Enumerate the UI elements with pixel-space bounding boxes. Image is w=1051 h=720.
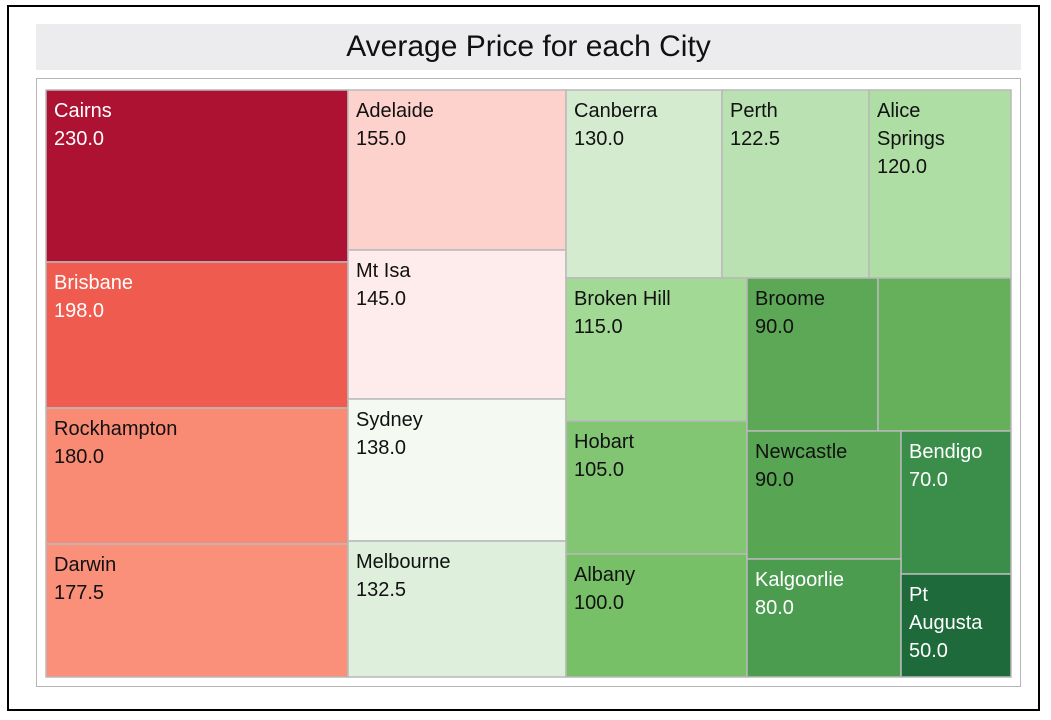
treemap-cell-rect [900, 573, 1012, 678]
chart-title-bar: Average Price for each City [36, 24, 1021, 70]
treemap-cell-melbourne: Melbourne 132.5 [347, 540, 567, 678]
treemap-cell-rect [45, 407, 349, 545]
treemap-cell-value: 90.0 [755, 469, 794, 491]
treemap-cell-label: Darwin [54, 554, 116, 576]
treemap-cell-broken-hill: Broken Hill 115.0 [565, 277, 748, 422]
treemap-cell-value: 155.0 [356, 128, 406, 150]
treemap-cell-label: Broome [755, 288, 825, 310]
treemap-cell-label: Canberra [574, 100, 658, 122]
treemap-cell-bendigo: Bendigo 70.0 [900, 430, 1012, 575]
treemap-cell-value: 115.0 [574, 316, 623, 338]
treemap-cell-canberra: Canberra 130.0 [565, 89, 723, 279]
treemap-cell-rect [721, 89, 870, 279]
treemap-cell-label: Alice [877, 100, 920, 122]
treemap-cell-label: Newcastle [755, 441, 847, 463]
treemap-cell-label: Augusta [909, 612, 983, 634]
treemap-cell-brisbane: Brisbane 198.0 [45, 261, 349, 409]
treemap-cell-label: Cairns [54, 100, 112, 122]
treemap-cell-label: Melbourne [356, 551, 451, 573]
treemap-cell-value: 105.0 [574, 459, 624, 481]
treemap-cell-perth: Perth 122.5 [721, 89, 870, 279]
treemap-cell-label: Springs [877, 128, 945, 150]
treemap-cell-newcastle: Newcastle 90.0 [746, 430, 902, 560]
treemap-cell-value: 100.0 [574, 592, 624, 614]
treemap-cell-value: 138.0 [356, 437, 406, 459]
treemap-cell-value: 145.0 [356, 288, 406, 310]
treemap-cell-label: Hobart [574, 431, 634, 453]
treemap-cell-rect [565, 277, 748, 422]
treemap-cell-value: 130.0 [574, 128, 624, 150]
treemap-cell-value: 80.0 [755, 597, 794, 619]
treemap-cell-rect [746, 277, 879, 432]
treemap-cell-label: Mt Isa [356, 260, 411, 282]
treemap-cell-unlabeled [877, 277, 1012, 432]
treemap-cell-mt-isa: Mt Isa 145.0 [347, 249, 567, 400]
treemap-cell-rect [565, 89, 723, 279]
treemap-cell-pt-augusta: Pt Augusta 50.0 [900, 573, 1012, 678]
treemap-cell-albany: Albany 100.0 [565, 553, 748, 678]
treemap-cell-rect [347, 249, 567, 400]
treemap-cell-label: Pt [909, 584, 928, 606]
treemap-cell-rect [347, 89, 567, 251]
treemap-cell-value: 230.0 [54, 128, 104, 150]
treemap-cell-value: 70.0 [909, 469, 948, 491]
treemap-cell-kalgoorlie: Kalgoorlie 80.0 [746, 558, 902, 678]
treemap-cell-broome: Broome 90.0 [746, 277, 879, 432]
treemap-cell-rect [746, 430, 902, 560]
treemap-cell-sydney: Sydney 138.0 [347, 398, 567, 542]
treemap-cell-rect [45, 543, 349, 678]
treemap-cell-darwin: Darwin 177.5 [45, 543, 349, 678]
treemap-cell-label: Kalgoorlie [755, 569, 844, 591]
treemap-cell-label: Adelaide [356, 100, 434, 122]
treemap-cell-value: 122.5 [730, 128, 780, 150]
treemap-cell-adelaide: Adelaide 155.0 [347, 89, 567, 251]
treemap-cell-label: Broken Hill [574, 288, 671, 310]
treemap-cell-cairns: Cairns 230.0 [45, 89, 349, 263]
treemap-cell-label: Albany [574, 564, 635, 586]
treemap-cell-value: 177.5 [54, 582, 104, 604]
treemap-cell-label: Rockhampton [54, 418, 177, 440]
treemap-cell-rect [877, 277, 1012, 432]
treemap-cell-rect [868, 89, 1012, 279]
treemap-cell-alice-springs: Alice Springs 120.0 [868, 89, 1012, 279]
treemap-cell-rockhampton: Rockhampton 180.0 [45, 407, 349, 545]
treemap-cell-value: 90.0 [755, 316, 794, 338]
treemap-cell-rect [45, 89, 349, 263]
treemap-cell-label: Bendigo [909, 441, 982, 463]
treemap-cell-hobart: Hobart 105.0 [565, 420, 748, 555]
treemap-cell-label: Brisbane [54, 272, 133, 294]
treemap-cell-label: Perth [730, 100, 778, 122]
treemap-cell-rect [900, 430, 1012, 575]
treemap-cell-value: 120.0 [877, 156, 927, 178]
treemap-cell-label: Sydney [356, 409, 423, 431]
chart-title: Average Price for each City [346, 30, 711, 63]
treemap-cell-value: 198.0 [54, 300, 104, 322]
treemap-cell-value: 132.5 [356, 579, 406, 601]
treemap-cell-value: 180.0 [54, 446, 104, 468]
treemap-cell-value: 50.0 [909, 640, 948, 662]
treemap-cell-rect [347, 540, 567, 678]
treemap-cell-rect [45, 261, 349, 409]
